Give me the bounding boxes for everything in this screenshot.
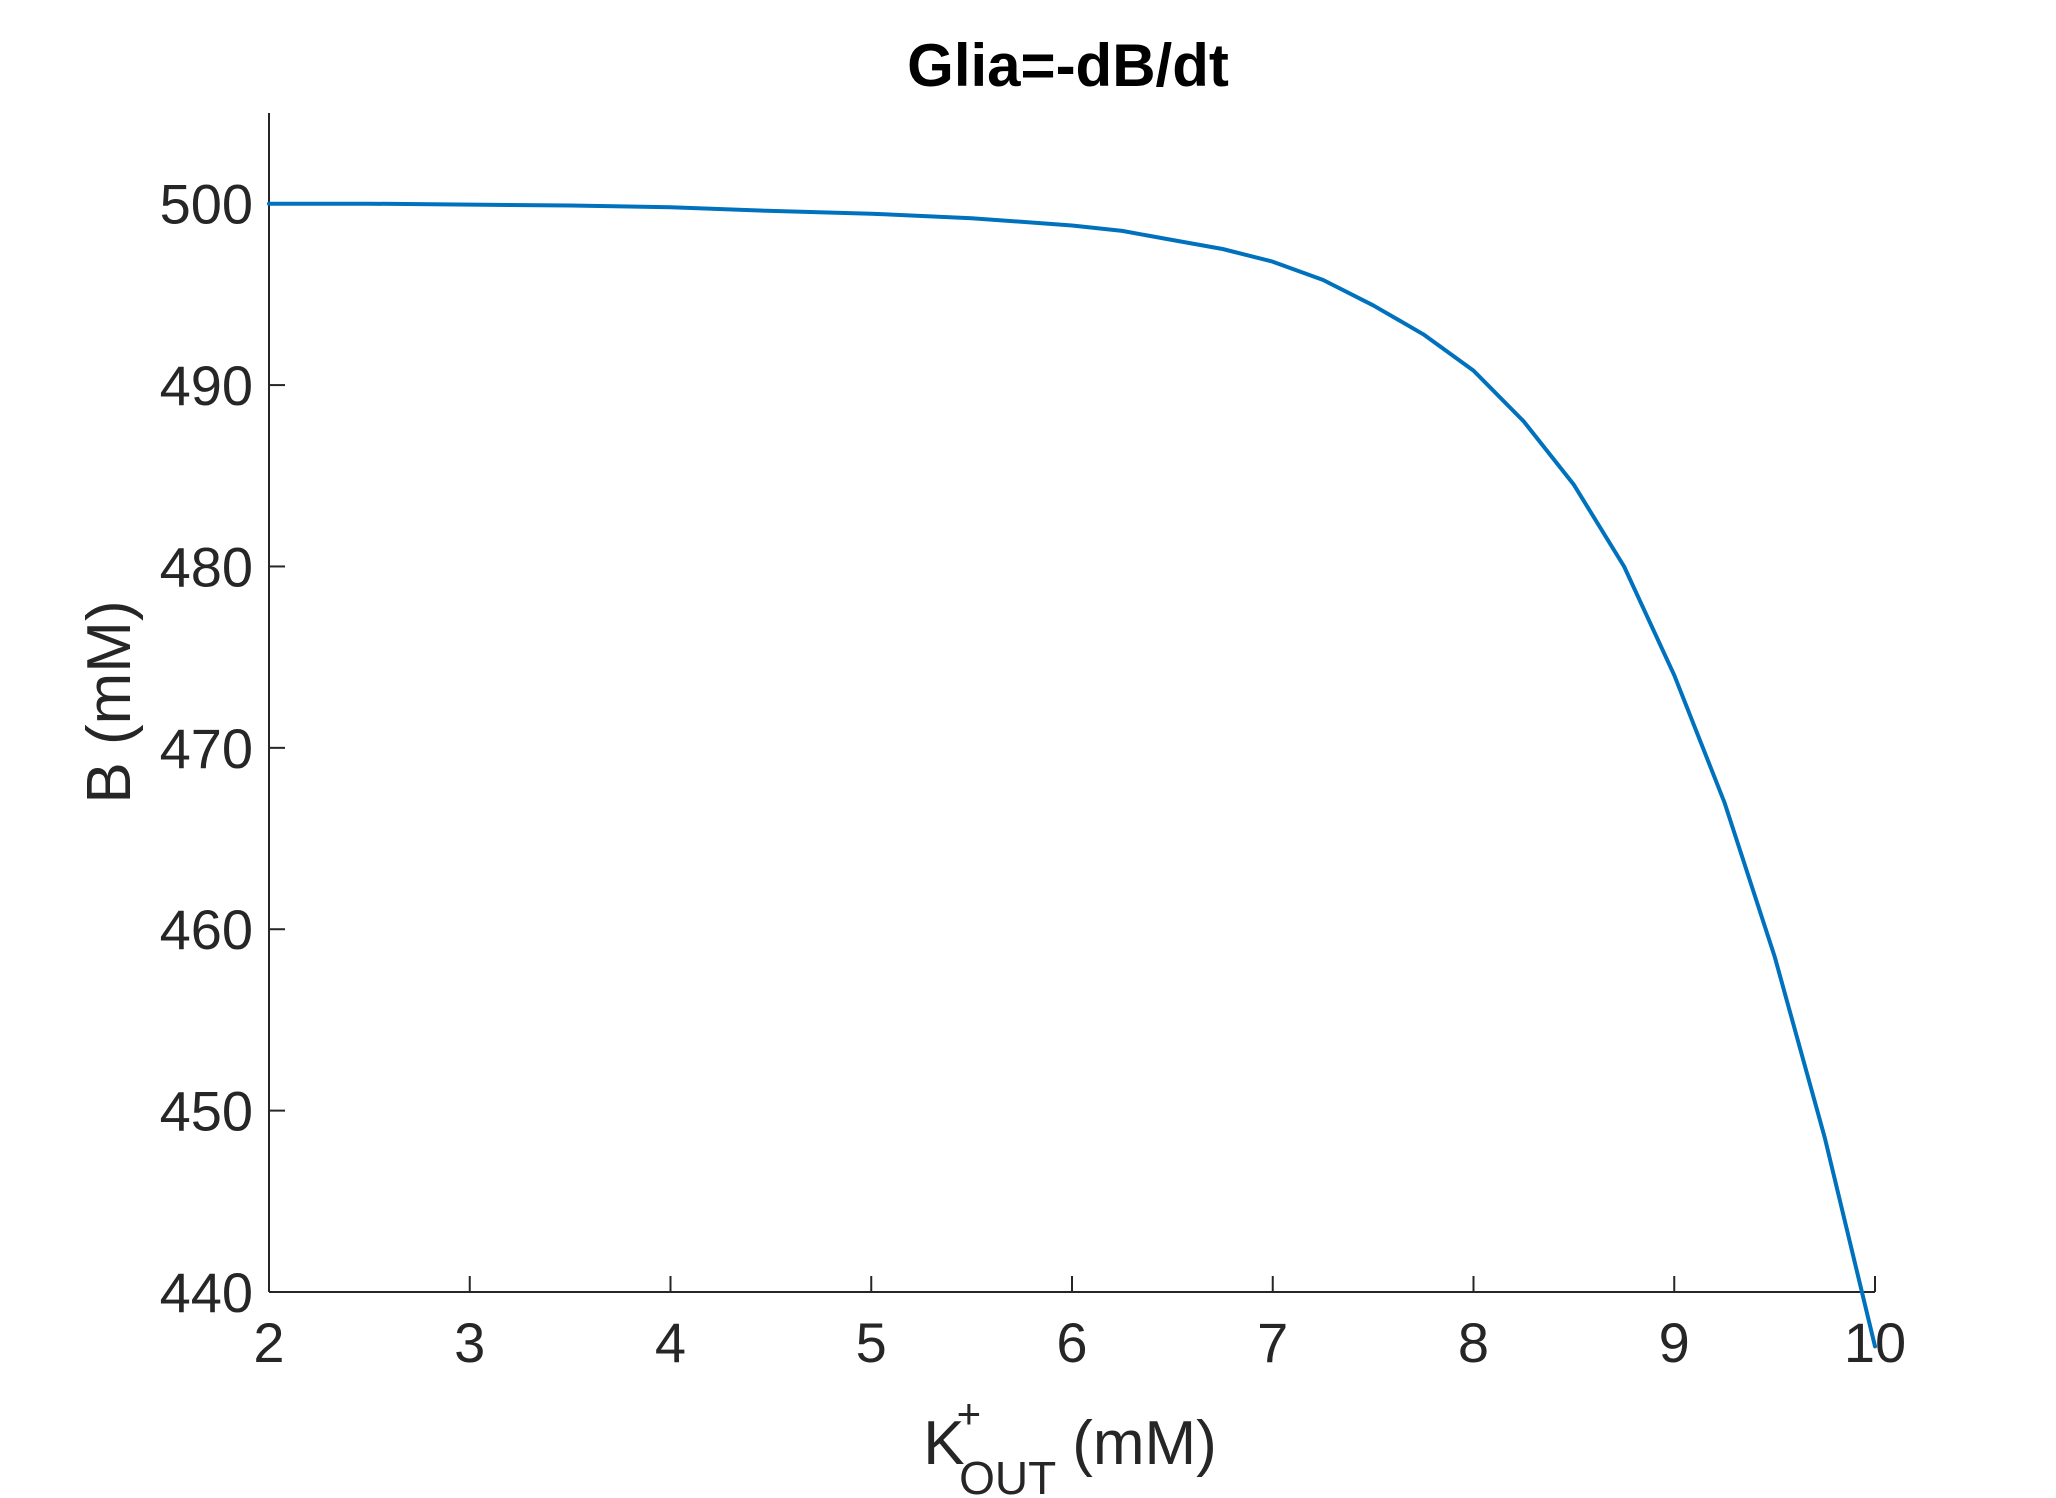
- x-axis-label-subscript: OUT: [959, 1452, 1056, 1498]
- x-tick-label: 5: [856, 1311, 887, 1374]
- x-tick-label: 4: [655, 1311, 686, 1374]
- y-tick-label: 480: [160, 535, 253, 598]
- y-tick-label: 440: [160, 1261, 253, 1324]
- x-tick-label: 2: [253, 1311, 284, 1374]
- y-tick-label: 460: [160, 898, 253, 961]
- axes: [268, 113, 1875, 1293]
- y-tick-label: 500: [160, 173, 253, 236]
- y-tick-label: 490: [160, 354, 253, 417]
- y-tick-label: 450: [160, 1080, 253, 1143]
- x-axis-label-unit: (mM): [1072, 1409, 1217, 1478]
- x-ticks: 2 3 4 5 6 7 8 9 10: [253, 1276, 1906, 1374]
- chart-title: Glia=-dB/dt: [907, 32, 1229, 99]
- x-axis-label-base: K: [923, 1409, 964, 1478]
- y-tick-label: 470: [160, 717, 253, 780]
- series-layer: [267, 201, 1877, 1349]
- x-tick-label: 8: [1458, 1311, 1489, 1374]
- y-ticks: 440 450 460 470 480 490 500: [160, 173, 285, 1324]
- x-tick-label: 6: [1056, 1311, 1087, 1374]
- x-tick-label: 9: [1659, 1311, 1690, 1374]
- x-tick-label: 3: [454, 1311, 485, 1374]
- x-tick-label: 7: [1257, 1311, 1288, 1374]
- x-axis-label-superscript: +: [957, 1390, 982, 1437]
- y-axis-label: B (mM): [75, 600, 144, 803]
- series-line: [267, 201, 1877, 1349]
- x-axis-label: K+ OUT (mM): [923, 1390, 1217, 1498]
